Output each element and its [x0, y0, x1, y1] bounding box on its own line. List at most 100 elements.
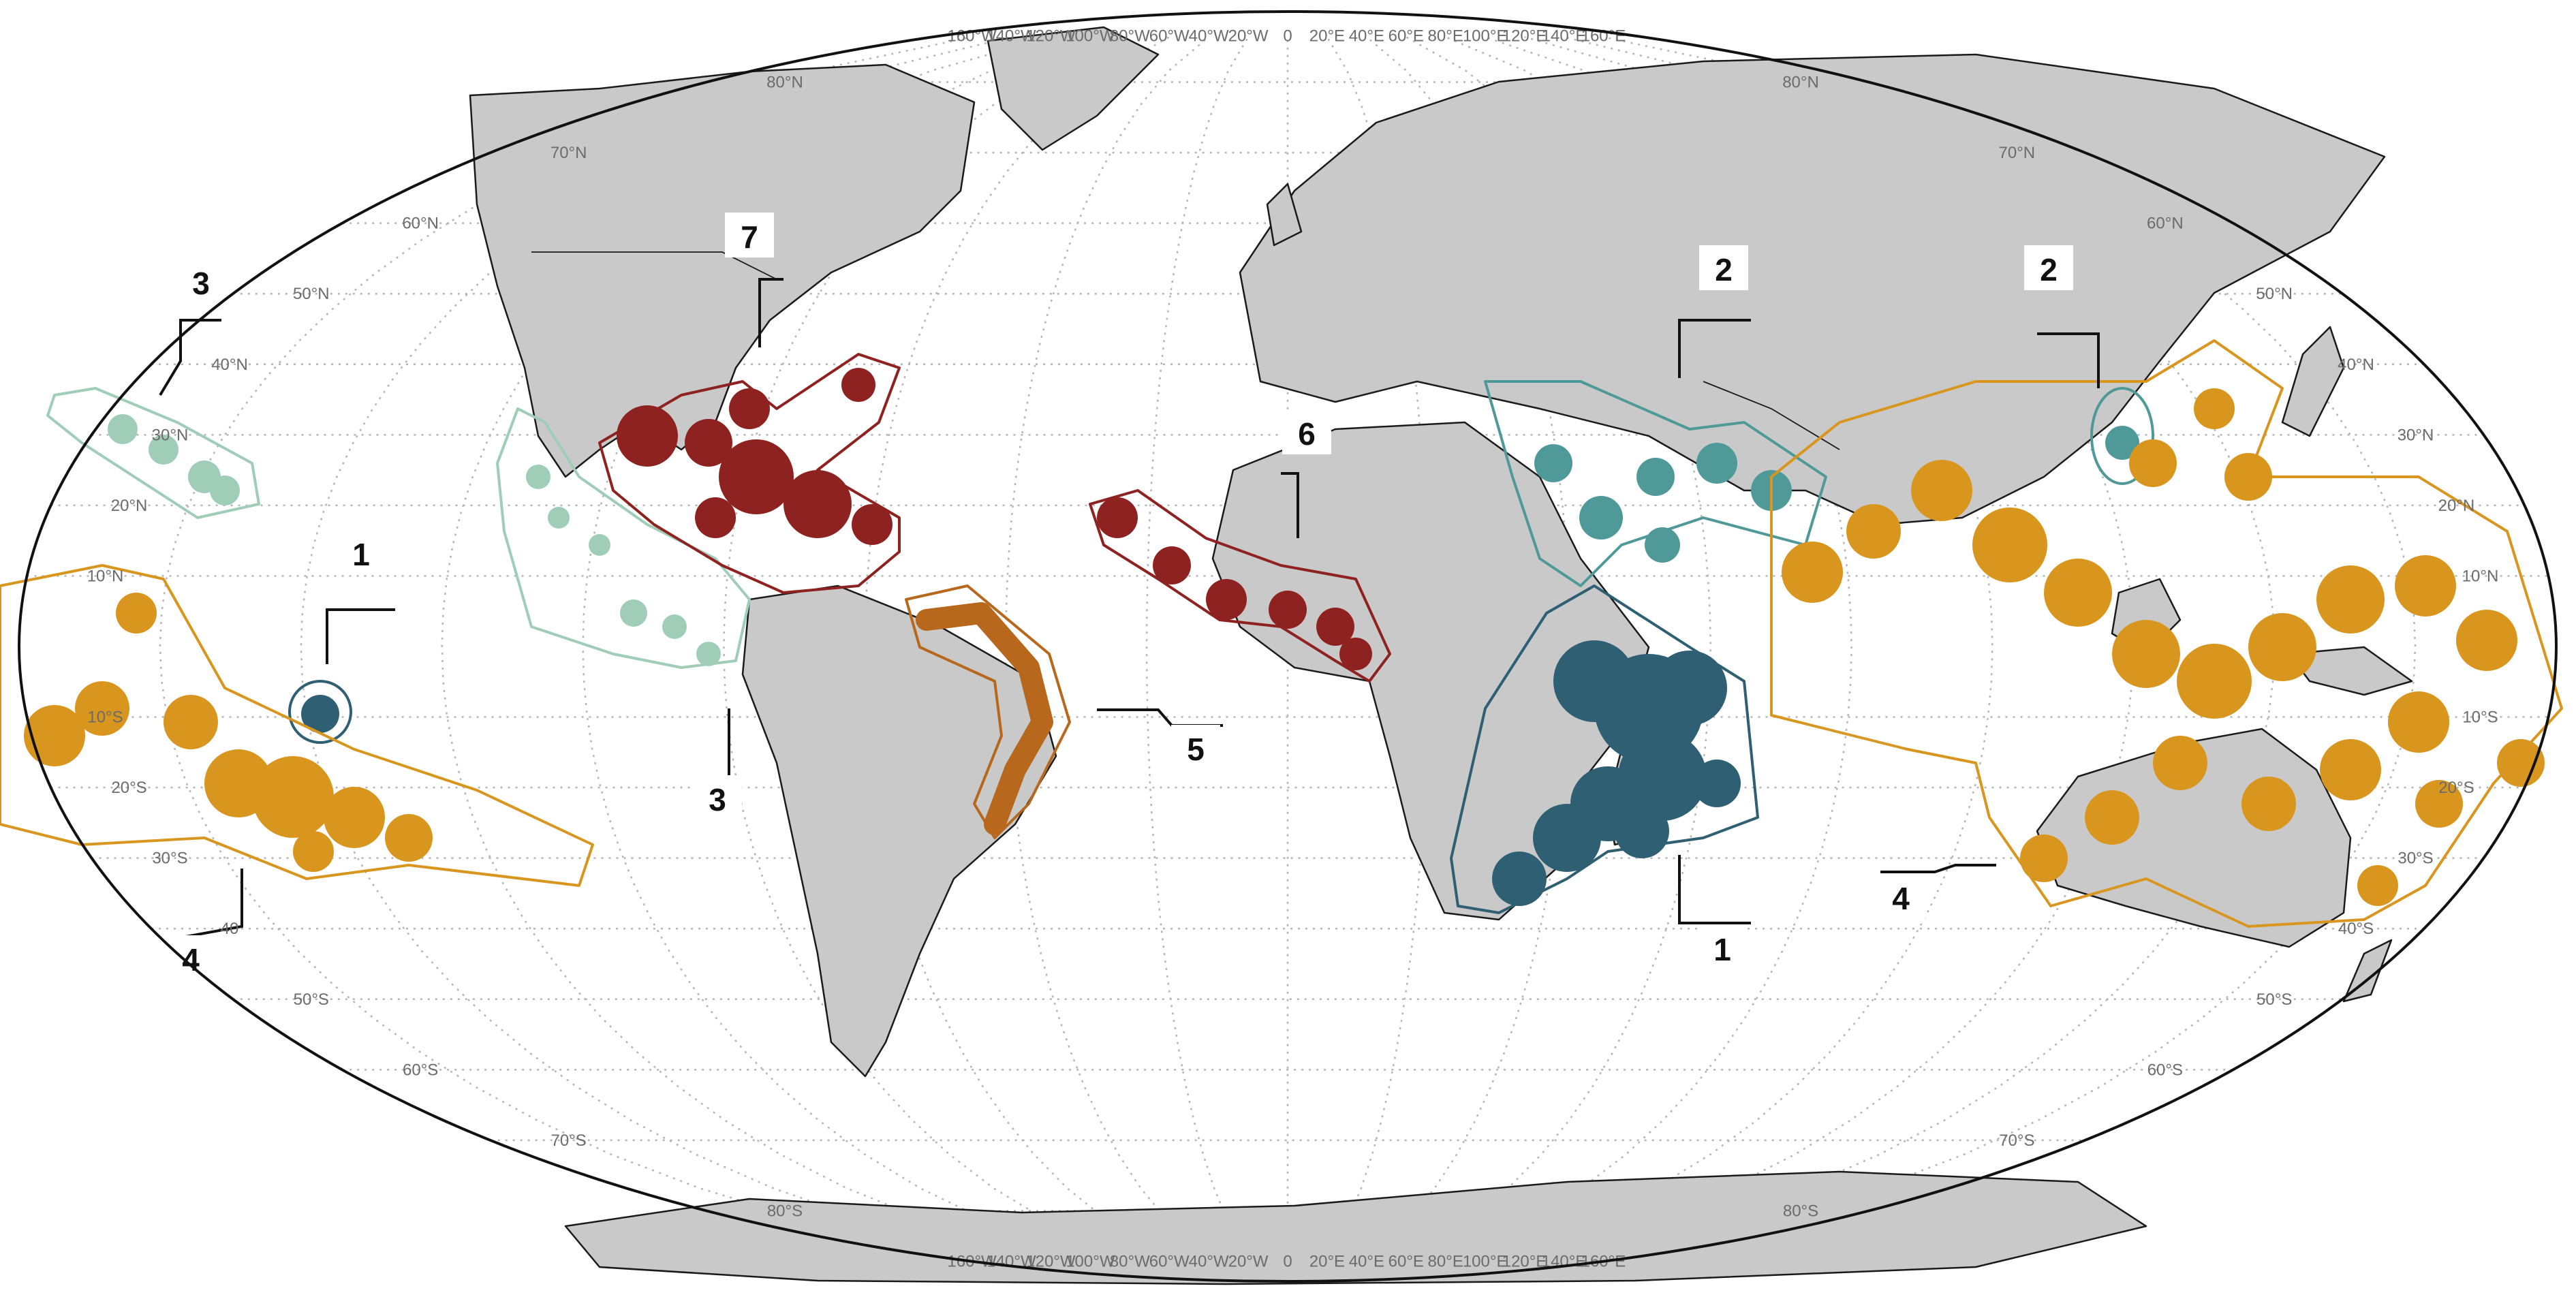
region-3-occurrence	[589, 534, 610, 556]
lat-tick-label-right: 20°N	[2438, 497, 2475, 515]
border-india	[1703, 381, 1840, 450]
region-3-overlay	[496, 407, 751, 669]
continent-north-america	[469, 63, 976, 478]
region-4-occurrence	[2194, 388, 2235, 429]
label-background	[1171, 725, 1220, 770]
region-number: 5	[1187, 732, 1205, 767]
region-3-occurrence	[696, 642, 721, 666]
lon-tick-label-top: 140°E	[1542, 27, 1587, 45]
lat-tick-label-left: 40°N	[211, 356, 248, 374]
region-4-occurrence	[324, 787, 385, 848]
region-6-occurrence	[1153, 546, 1191, 584]
longitude-line	[1004, 36, 1209, 1257]
lat-tick-label-right: 60°N	[2147, 215, 2184, 233]
lat-tick-label-left: 10°N	[87, 567, 124, 585]
lon-tick-label-top: 80°E	[1428, 27, 1463, 45]
label-background	[1876, 874, 1925, 919]
region-6-occurrence	[1269, 591, 1307, 629]
region-4-occurrence	[2085, 790, 2139, 845]
region-7-occurrence	[719, 439, 794, 514]
region-1-overlay	[1450, 584, 1759, 914]
lat-tick-label-left: 30°S	[152, 849, 187, 868]
region-2-occurrence	[2105, 426, 2139, 460]
region-2-occurrence	[1579, 496, 1623, 540]
lat-tick-label-right: 80°S	[1783, 1202, 1818, 1220]
region-4-occurrence	[2044, 559, 2112, 627]
region-7-overlay	[598, 353, 901, 594]
lon-tick-label-bottom: 40°W	[1189, 1253, 1229, 1271]
region-2-overlay	[2090, 387, 2154, 485]
lon-tick-label-bottom: 60°W	[1149, 1253, 1190, 1271]
region-2-boundary	[1484, 380, 1827, 587]
lon-tick-label-bottom: 40°E	[1349, 1253, 1384, 1271]
region-5-boundary	[905, 584, 1071, 839]
island-new-zealand	[2342, 939, 2393, 1003]
region-3-occurrence	[108, 414, 138, 444]
region-5-overlay	[905, 584, 1071, 839]
region-4-occurrence	[164, 695, 218, 749]
region-4-occurrence	[2112, 620, 2180, 688]
label-background	[725, 213, 774, 257]
longitude-line	[582, 36, 1091, 1257]
region-label-4: 4	[1876, 864, 1996, 919]
region-4-occurrence	[1972, 507, 2047, 582]
region-4-occurrence	[1782, 542, 1843, 603]
region-6-overlay	[1089, 489, 1391, 683]
region-4-occurrence	[2320, 739, 2381, 800]
lat-tick-label-right: 10°S	[2462, 708, 2498, 727]
region-3-occurrence	[526, 465, 550, 489]
region-4-occurrence	[252, 756, 334, 838]
region-4-occurrence	[2241, 777, 2296, 831]
lon-tick-label-bottom: 20°E	[1309, 1253, 1345, 1271]
region-4-occurrence	[1846, 504, 1901, 559]
region-label-2: 2	[2024, 245, 2100, 388]
border-usa-canada	[531, 251, 777, 280]
region-2-overlay	[1484, 380, 1827, 587]
leader-line	[326, 608, 395, 664]
region-1-occurrence	[1533, 804, 1601, 872]
species-regions	[0, 339, 2563, 928]
region-number: 7	[741, 219, 758, 255]
lon-tick-label-top: 20°W	[1228, 27, 1269, 45]
leader-line	[695, 708, 730, 778]
region-6-occurrence	[1097, 497, 1138, 538]
region-1-boundary	[288, 680, 352, 744]
lat-tick-label-left: 70°N	[550, 144, 587, 162]
region-4-occurrence	[2456, 610, 2517, 671]
region-label-2: 2	[1678, 245, 1751, 378]
region-labels: 1 1 2 2 3 3 4 4 5 6 7	[159, 213, 2100, 980]
longitude-line	[1366, 36, 1571, 1257]
lat-tick-label-right: 30°S	[2397, 849, 2433, 868]
lon-tick-label-top: 100°E	[1463, 27, 1508, 45]
lon-tick-label-top: 120°W	[1026, 27, 1076, 45]
lon-tick-label-top: 120°E	[1502, 27, 1547, 45]
lon-tick-label-bottom: 20°W	[1228, 1253, 1269, 1271]
region-number: 4	[1892, 881, 1910, 916]
lon-tick-label-bottom: 100°E	[1463, 1253, 1508, 1271]
leader-line	[1281, 472, 1299, 538]
lon-tick-label-top: 80°W	[1110, 27, 1150, 45]
region-6-boundary	[1089, 489, 1391, 683]
region-label-3: 3	[159, 259, 226, 396]
region-6-occurrence	[1339, 638, 1372, 670]
lat-tick-label-left: 50°S	[294, 990, 329, 1009]
region-label-1: 1	[326, 530, 395, 664]
region-7-occurrence	[695, 497, 736, 538]
lat-tick-label-right: 70°S	[1999, 1131, 2034, 1150]
continent-greenland	[987, 26, 1160, 151]
region-4-occurrence	[2248, 613, 2316, 681]
region-3-occurrence	[662, 614, 687, 639]
region-number: 3	[192, 266, 210, 301]
region-4-occurrence	[2224, 453, 2272, 501]
region-3-occurrence	[620, 599, 647, 627]
lat-tick-label-right: 70°N	[1999, 144, 2036, 162]
lat-tick-label-right: 30°N	[2397, 426, 2434, 444]
region-4-occurrence	[1911, 460, 1972, 521]
region-1-occurrence	[1693, 760, 1741, 807]
lat-tick-label-left: 40	[221, 920, 239, 938]
region-7-occurrence	[841, 368, 875, 402]
label-background	[1698, 925, 1747, 970]
region-6-occurrence	[1206, 579, 1247, 620]
region-number: 3	[709, 782, 726, 817]
region-label-1: 1	[1678, 855, 1751, 970]
